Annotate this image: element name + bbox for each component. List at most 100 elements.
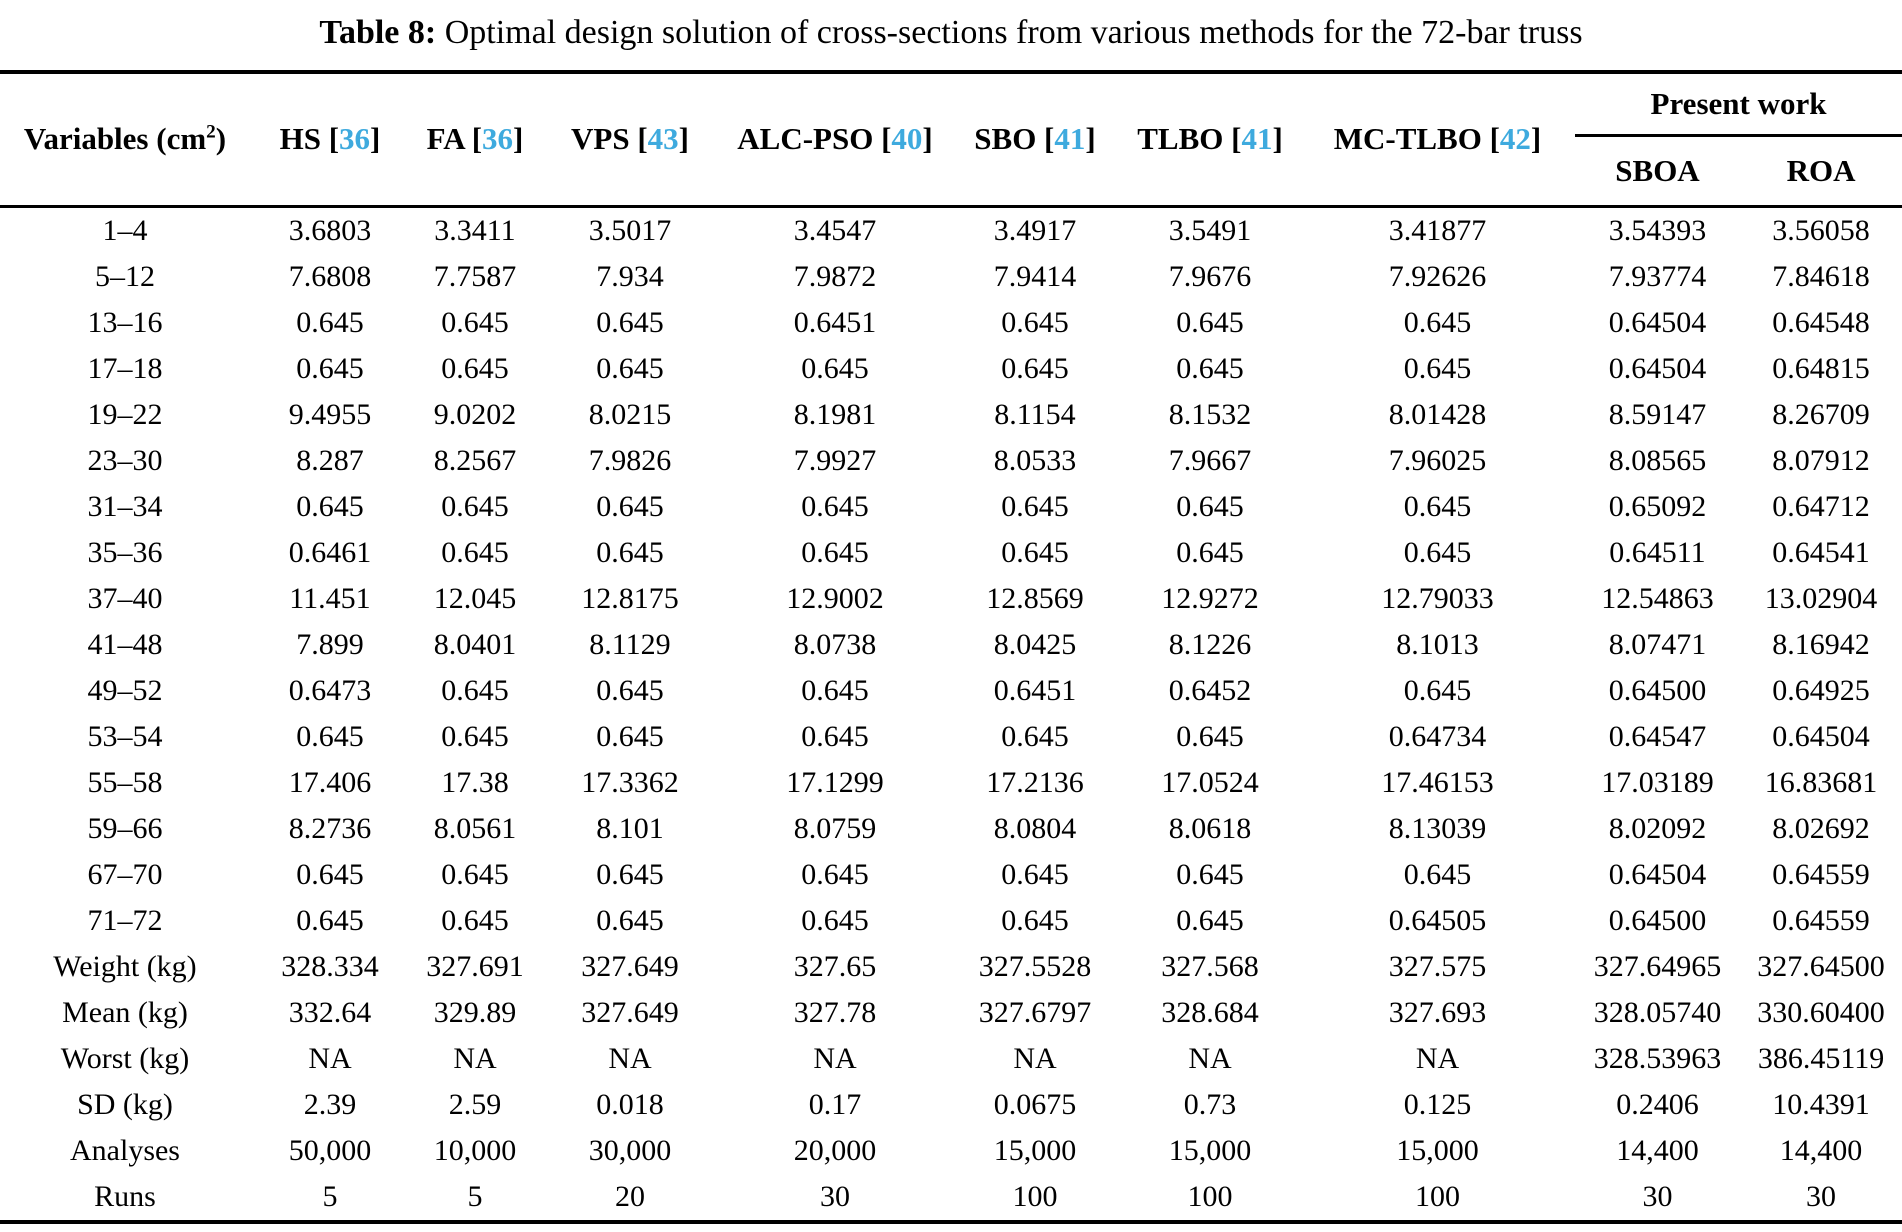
results-table: Variables (cm2) HS [36] FA [36] VPS [43] ALC… <box>0 70 1902 1224</box>
table-cell: 0.645 <box>801 858 869 891</box>
table-cell: 0.64541 <box>1772 536 1870 569</box>
table-cell: 0.645 <box>801 904 869 937</box>
table-cell: 8.0804 <box>993 812 1077 845</box>
table-cell: 8.0561 <box>433 812 517 845</box>
table-caption: Table 8: Optimal design solution of cros… <box>0 0 1902 70</box>
table-cell: 0.64504 <box>1608 352 1707 385</box>
row-label: Weight (kg) <box>53 950 197 983</box>
table-cell: 0.125 <box>1403 1088 1472 1121</box>
table-cell: 0.645 <box>596 720 664 753</box>
table-cell: 0.645 <box>441 858 509 891</box>
table-cell: 5 <box>467 1180 483 1213</box>
table-cell: 5 <box>322 1180 338 1213</box>
row-label: 17–18 <box>87 352 163 385</box>
table-cell: 0.645 <box>441 720 509 753</box>
table-cell: 327.649 <box>581 996 679 1029</box>
table-cell: 8.101 <box>596 812 664 845</box>
table-cell: 0.645 <box>1176 306 1244 339</box>
table-cell: 12.9002 <box>786 582 884 615</box>
table-cell: 10.4391 <box>1772 1088 1870 1121</box>
table-cell: 15,000 <box>1168 1134 1252 1167</box>
table-cell: 8.1154 <box>994 398 1076 431</box>
table-cell: 0.645 <box>1001 858 1069 891</box>
table-cell: 0.645 <box>801 352 869 385</box>
table-cell: 14,400 <box>1779 1134 1863 1167</box>
table-cell: 8.01428 <box>1388 398 1487 431</box>
table-cell: 0.645 <box>1403 858 1472 891</box>
superscript: 2 <box>206 122 216 144</box>
citation-link[interactable]: 41 <box>1054 121 1086 157</box>
table-cell: 0.645 <box>1001 306 1069 339</box>
table-row: 37–40 11.451 12.045 12.8175 12.9002 12.8569 12… <box>0 576 1902 622</box>
table-row: 19–22 9.4955 9.0202 8.0215 8.1981 8.1154 8.153… <box>0 392 1902 438</box>
table-cell: 0.018 <box>596 1088 664 1121</box>
table-cell: 0.64559 <box>1772 904 1870 937</box>
table-cell: 20,000 <box>793 1134 877 1167</box>
table-cell: NA <box>1188 1042 1232 1075</box>
table-cell: 327.568 <box>1161 950 1259 983</box>
table-cell: 14,400 <box>1616 1134 1699 1167</box>
table-cell: 0.645 <box>596 306 664 339</box>
table-row: 23–30 8.287 8.2567 7.9826 7.9927 8.0533 7.9667… <box>0 438 1902 484</box>
table-cell: 0.645 <box>296 306 364 339</box>
table-cell: 0.645 <box>1403 490 1472 523</box>
table-cell: 7.96025 <box>1388 444 1487 477</box>
table-caption-label: Table 8: <box>319 14 437 51</box>
row-label: 13–16 <box>87 306 163 339</box>
table-cell: 30,000 <box>588 1134 672 1167</box>
table-cell: NA <box>1013 1042 1057 1075</box>
table-cell: 12.79033 <box>1381 582 1494 615</box>
row-label: 31–34 <box>87 490 163 523</box>
table-cell: 0.645 <box>1176 858 1244 891</box>
table-row: Mean (kg) 332.64 329.89 327.649 327.78 327.67… <box>0 990 1902 1036</box>
column-header-sboa: SBOA <box>1615 152 1700 188</box>
table-cell: 7.7587 <box>433 260 517 293</box>
table-cell: NA <box>308 1042 352 1075</box>
table-cell: 0.64500 <box>1608 674 1707 707</box>
table-cell: 100 <box>1187 1180 1233 1213</box>
table-cell: 9.4955 <box>288 398 372 431</box>
citation-link[interactable]: 36 <box>339 121 371 157</box>
citation-link[interactable]: 36 <box>482 121 514 157</box>
table-row: 53–54 0.645 0.645 0.645 0.645 0.645 0.645 0.647… <box>0 714 1902 760</box>
table-cell: 0.645 <box>596 536 664 569</box>
table-cell: 17.2136 <box>986 766 1084 799</box>
table-cell: 8.1013 <box>1396 628 1479 661</box>
table-cell: 12.54863 <box>1601 582 1714 615</box>
citation-link[interactable]: 41 <box>1241 121 1273 157</box>
citation-link[interactable]: 40 <box>891 121 923 157</box>
column-header-roa: ROA <box>1786 152 1856 188</box>
table-cell: 327.693 <box>1388 996 1487 1029</box>
table-cell: 0.64734 <box>1388 720 1487 753</box>
column-header-hs: HS [36] <box>279 121 381 157</box>
table-cell: 327.78 <box>793 996 877 1029</box>
table-cell: 3.54393 <box>1575 205 1740 254</box>
table-cell: 0.73 <box>1183 1088 1237 1121</box>
table-cell: 15,000 <box>1396 1134 1479 1167</box>
table-cell: 0.645 <box>596 904 664 937</box>
table-cell: 386.45119 <box>1757 1042 1885 1075</box>
table-cell: 0.645 <box>801 674 869 707</box>
row-label: 19–22 <box>87 398 163 431</box>
table-cell: 7.9676 <box>1168 260 1252 293</box>
column-header-fa: FA [36] <box>426 121 524 157</box>
table-cell: 16.83681 <box>1764 766 1878 799</box>
table-cell: 20 <box>615 1180 645 1213</box>
table-cell: 327.65 <box>793 950 877 983</box>
table-cell: 17.406 <box>288 766 372 799</box>
citation-link[interactable]: 42 <box>1499 121 1531 157</box>
table-cell: 328.05740 <box>1593 996 1722 1029</box>
table-cell: 0.64504 <box>1608 306 1707 339</box>
table-cell: 8.07471 <box>1608 628 1707 661</box>
table-cell: 30 <box>1642 1180 1673 1213</box>
table-cell: 12.8175 <box>581 582 679 615</box>
table-cell: 7.934 <box>596 260 664 293</box>
table-cell: 17.3362 <box>581 766 679 799</box>
citation-link[interactable]: 43 <box>647 121 679 157</box>
table-cell: 327.6797 <box>978 996 1092 1029</box>
table-cell: 8.0425 <box>993 628 1077 661</box>
table-cell: 0.645 <box>441 306 509 339</box>
table-cell: 8.287 <box>296 444 364 477</box>
table-cell: 17.46153 <box>1381 766 1494 799</box>
table-cell: 0.64504 <box>1772 720 1870 753</box>
